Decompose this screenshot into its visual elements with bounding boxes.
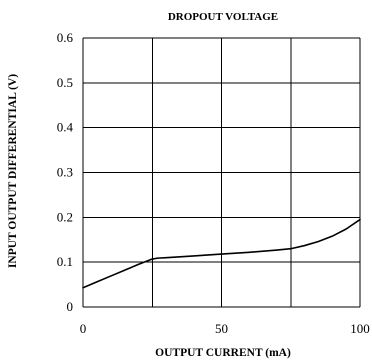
- y-tick-label: 0: [67, 299, 74, 314]
- x-tick-label: 100: [350, 321, 370, 336]
- chart-title: DROPOUT VOLTAGE: [168, 11, 278, 23]
- y-tick-label: 0.1: [57, 254, 73, 269]
- x-axis-label: OUTPUT CURRENT (mA): [155, 347, 291, 359]
- x-tick-label: 0: [80, 321, 87, 336]
- y-tick-label: 0.5: [57, 75, 73, 90]
- tick-labels: 0 0.1 0.2 0.3 0.4 0.5 0.6 0 50 100: [57, 30, 370, 336]
- y-tick-label: 0.2: [57, 209, 73, 224]
- grid-lines: [82, 37, 361, 308]
- y-axis-label: INPUT OUTPUT DIFFERENTIAL (V): [7, 74, 19, 268]
- y-tick-label: 0.3: [57, 165, 73, 180]
- series-line-0: [82, 218, 361, 289]
- y-tick-label: 0.6: [57, 30, 74, 45]
- series-group: [82, 218, 361, 289]
- x-tick-label: 50: [215, 321, 228, 336]
- y-tick-label: 0.4: [57, 120, 74, 135]
